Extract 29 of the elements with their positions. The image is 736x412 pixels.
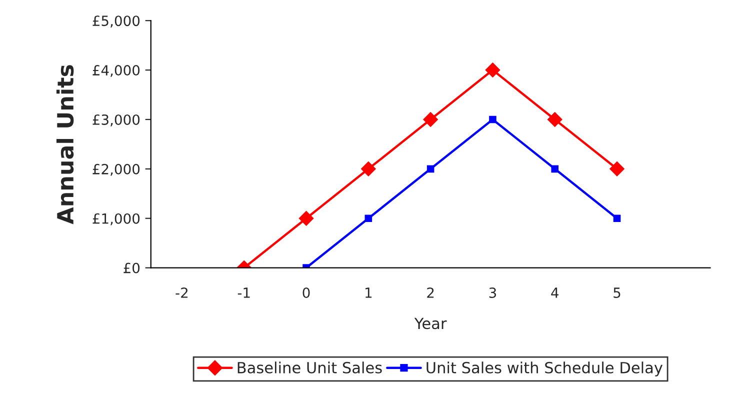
point	[426, 165, 434, 173]
y-axis-title: Annual Units	[56, 65, 74, 224]
y-tick-label: £4,000	[92, 65, 140, 77]
x-tick-label: -2	[176, 287, 188, 298]
y-tick-label: £1,000	[92, 213, 140, 226]
point	[364, 214, 372, 222]
y-tick-label: £5,000	[92, 16, 140, 28]
point	[613, 214, 621, 222]
point	[610, 162, 624, 176]
point	[298, 210, 314, 226]
legend-label: Unit Sales with Schedule Delay	[426, 362, 663, 376]
x-axis-title: Year	[414, 318, 447, 330]
point	[547, 112, 562, 127]
x-tick-label: 2	[427, 287, 434, 298]
x-tick-label: -1	[238, 288, 250, 298]
y-tick-label: £0	[124, 262, 140, 274]
x-tick-label: 4	[551, 288, 558, 298]
x-tick-label: 3	[489, 287, 496, 298]
x-tick-label: 5	[614, 288, 620, 298]
y-tick-label: £2,000	[92, 164, 140, 176]
x-tick-label: 1	[366, 288, 372, 298]
point	[489, 116, 496, 124]
point	[361, 162, 376, 176]
point	[485, 62, 500, 78]
x-tick-label: 0	[302, 287, 310, 298]
point	[551, 165, 559, 173]
legend-label: Baseline Unit Sales	[238, 362, 382, 374]
point	[423, 112, 438, 127]
y-tick-label: £3,000	[92, 114, 140, 126]
